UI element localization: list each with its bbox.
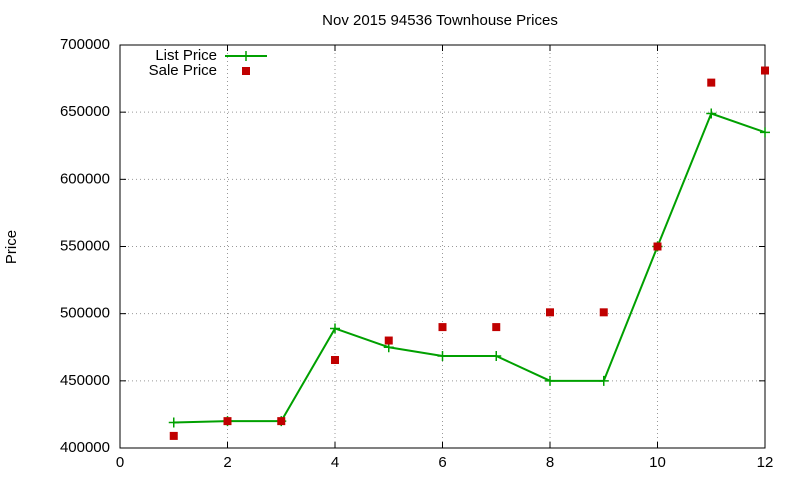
x-tick-label: 10 xyxy=(649,454,666,471)
y-tick-label: 450000 xyxy=(60,372,110,389)
line xyxy=(173,112,766,424)
x-tick-label: 2 xyxy=(223,454,231,471)
point xyxy=(331,356,339,365)
point xyxy=(241,51,251,61)
x-tick-label: 6 xyxy=(438,454,446,471)
point xyxy=(491,350,502,361)
point xyxy=(706,108,717,119)
point xyxy=(168,417,179,428)
plot-frame xyxy=(119,44,766,449)
y-axis-label: Price xyxy=(3,230,20,264)
chart-title: Nov 2015 94536 Townhouse Prices xyxy=(322,12,558,29)
point xyxy=(761,66,769,75)
point xyxy=(223,417,232,426)
x-tick-label: 0 xyxy=(116,454,124,471)
y-tick-label: 700000 xyxy=(60,36,110,53)
point xyxy=(653,242,662,251)
point xyxy=(384,336,393,345)
point xyxy=(492,323,501,332)
point xyxy=(546,308,554,317)
y-tick-label: 500000 xyxy=(60,305,110,322)
x-tick-label: 8 xyxy=(546,454,554,471)
point xyxy=(242,67,250,75)
point xyxy=(545,375,555,386)
y-tick-label: 600000 xyxy=(60,170,110,187)
y-tick-label: 650000 xyxy=(60,103,110,120)
point xyxy=(599,308,608,317)
point xyxy=(437,350,448,361)
x-tick-label: 4 xyxy=(331,454,339,471)
point xyxy=(760,127,770,138)
point xyxy=(707,78,716,87)
point xyxy=(169,431,178,440)
point xyxy=(438,323,447,332)
point xyxy=(330,323,340,334)
y-tick-label: 550000 xyxy=(60,237,110,254)
point xyxy=(277,417,286,426)
legend-label: Sale Price xyxy=(149,62,217,79)
point xyxy=(598,375,609,386)
y-tick-label: 400000 xyxy=(60,439,110,456)
legend-label: List Price xyxy=(155,47,217,64)
x-tick-label: 12 xyxy=(757,454,774,471)
